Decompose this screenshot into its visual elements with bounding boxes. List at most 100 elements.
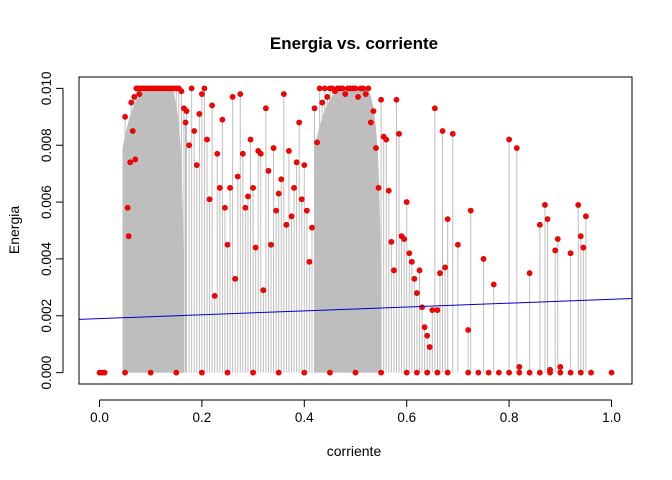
data-point	[234, 173, 241, 180]
data-point	[575, 202, 582, 208]
plot-frame	[78, 76, 633, 385]
data-point	[183, 108, 190, 115]
data-point	[311, 105, 318, 112]
data-point	[301, 162, 308, 169]
data-point	[403, 369, 410, 376]
data-point	[283, 221, 290, 228]
data-point	[316, 85, 323, 92]
data-point	[393, 96, 400, 103]
plot-area	[78, 85, 633, 376]
data-point	[401, 236, 408, 242]
data-point	[485, 369, 492, 376]
data-point	[214, 150, 221, 157]
data-point	[467, 207, 474, 214]
data-point	[201, 85, 208, 92]
data-point	[391, 267, 397, 274]
data-point	[186, 142, 192, 149]
data-point	[355, 93, 361, 100]
data-point	[480, 256, 487, 262]
data-point	[475, 369, 482, 376]
data-point	[270, 145, 277, 151]
y-tick-label: 0.000	[39, 356, 54, 390]
data-point	[408, 258, 415, 265]
data-point	[557, 369, 564, 376]
x-tick-label: 0.2	[192, 410, 211, 425]
data-point	[411, 275, 418, 282]
data-point	[188, 85, 195, 92]
data-point	[608, 369, 615, 376]
y-tick-label: 0.006	[39, 185, 54, 219]
data-point	[191, 128, 198, 134]
data-point	[301, 369, 308, 376]
data-point	[124, 204, 131, 211]
data-point	[544, 216, 551, 223]
data-point	[309, 224, 315, 231]
data-point	[403, 199, 410, 205]
data-point	[204, 136, 210, 143]
data-point	[242, 204, 249, 211]
data-point	[352, 85, 359, 92]
data-point	[526, 369, 533, 376]
data-point	[262, 105, 269, 112]
x-tick-label: 0.6	[397, 410, 416, 425]
data-point	[298, 196, 305, 203]
data-point	[495, 369, 502, 376]
data-point	[268, 241, 274, 248]
data-point	[280, 91, 287, 97]
data-point	[536, 369, 543, 376]
x-tick-label: 0.0	[90, 410, 109, 425]
data-point	[339, 85, 346, 92]
data-point	[362, 91, 369, 97]
data-point	[542, 202, 548, 208]
data-point	[429, 307, 436, 313]
data-point	[229, 93, 236, 100]
data-point	[291, 184, 297, 191]
data-point	[383, 136, 390, 143]
data-point	[257, 150, 264, 157]
data-point	[275, 190, 282, 197]
data-point	[442, 264, 449, 271]
data-point	[373, 145, 379, 151]
data-point	[319, 99, 326, 106]
data-point	[132, 156, 139, 163]
data-point	[360, 85, 367, 92]
data-point	[396, 130, 402, 137]
data-point	[577, 369, 584, 376]
data-point	[424, 332, 431, 339]
data-point	[375, 184, 382, 191]
data-point	[378, 369, 385, 376]
data-point	[434, 307, 441, 313]
data-point	[127, 159, 134, 166]
y-tick-label: 0.008	[39, 128, 54, 162]
data-point	[465, 327, 472, 333]
data-point	[273, 207, 280, 214]
data-point	[444, 369, 451, 376]
data-point	[173, 369, 180, 376]
data-point	[455, 241, 461, 248]
axes: 0.0 0.2 0.4 0.6 0.8 1.0 0.000 0.002 0.004 0.006 0.…	[39, 71, 621, 425]
data-point	[147, 369, 154, 376]
data-point	[286, 148, 292, 154]
data-point	[122, 113, 128, 120]
data-point	[506, 136, 513, 143]
data-point	[580, 244, 587, 251]
data-point	[278, 176, 285, 183]
data-point	[324, 93, 331, 100]
x-tick-label: 0.8	[500, 410, 519, 425]
data-point	[131, 93, 138, 100]
data-point	[431, 105, 438, 112]
data-point	[378, 96, 385, 103]
data-point	[449, 130, 456, 137]
data-point	[288, 213, 295, 220]
data-point	[490, 281, 497, 288]
data-point	[128, 99, 135, 106]
data-point	[419, 304, 425, 311]
data-point	[577, 233, 584, 240]
data-point	[444, 216, 451, 223]
data-point	[424, 369, 431, 376]
data-point	[516, 364, 523, 370]
data-point	[414, 369, 420, 376]
data-point	[437, 270, 443, 277]
data-point	[198, 369, 205, 376]
data-point	[196, 111, 203, 117]
